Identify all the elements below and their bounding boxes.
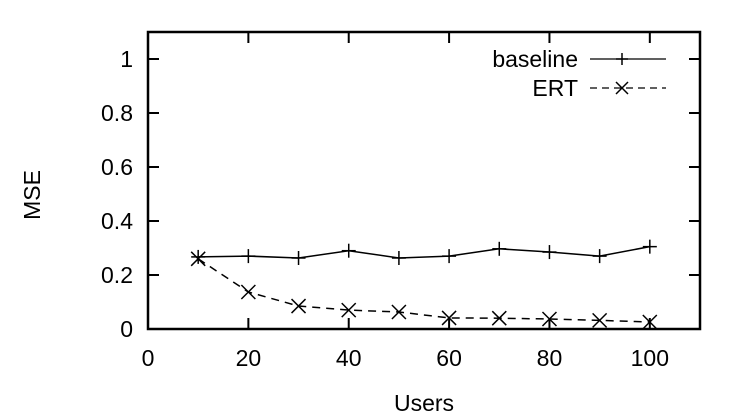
series-ert xyxy=(190,251,658,330)
legend-label: ERT xyxy=(532,75,578,101)
cross-marker-icon xyxy=(491,310,507,326)
cross-marker-icon xyxy=(592,312,608,328)
x-tick-label: 100 xyxy=(631,345,669,371)
x-tick-label: 60 xyxy=(436,345,462,371)
y-tick-label: 0.2 xyxy=(101,262,133,288)
plot-border xyxy=(146,30,702,331)
series-line xyxy=(197,258,650,323)
x-tick-label: 40 xyxy=(336,345,362,371)
series-layer xyxy=(190,239,658,330)
legend-label: baseline xyxy=(492,46,578,72)
y-tick-label: 0.6 xyxy=(101,154,133,180)
axis-ticks xyxy=(148,32,700,329)
legend-item-ert: ERT xyxy=(532,75,666,101)
cross-marker-icon xyxy=(615,81,629,95)
x-tick-label: 20 xyxy=(236,345,262,371)
y-axis-label: MSE xyxy=(19,170,45,220)
cross-marker-icon xyxy=(541,311,557,327)
y-tick-label: 1 xyxy=(120,46,133,72)
y-tick-label: 0.4 xyxy=(101,208,133,234)
cross-marker-icon xyxy=(240,284,256,300)
cross-marker-icon xyxy=(391,304,407,320)
axis-tick-labels: 0 20 40 60 80 100 0 0.2 0.4 0.6 0.8 1 xyxy=(101,46,669,371)
legend: baseline ERT xyxy=(492,46,666,101)
x-tick-label: 0 xyxy=(142,345,155,371)
legend-item-baseline: baseline xyxy=(492,46,666,72)
x-tick-label: 80 xyxy=(537,345,563,371)
x-axis-label: Users xyxy=(394,390,454,416)
cross-marker-icon xyxy=(291,298,307,314)
cross-marker-icon xyxy=(341,302,357,318)
series-baseline xyxy=(191,239,657,265)
series-line xyxy=(198,245,650,259)
plot-frame xyxy=(146,30,702,331)
cross-marker-icon xyxy=(642,314,658,330)
y-tick-label: 0.8 xyxy=(101,100,133,126)
y-tick-label: 0 xyxy=(120,316,133,342)
cross-marker-icon xyxy=(441,310,457,326)
cross-marker-icon xyxy=(190,251,206,267)
